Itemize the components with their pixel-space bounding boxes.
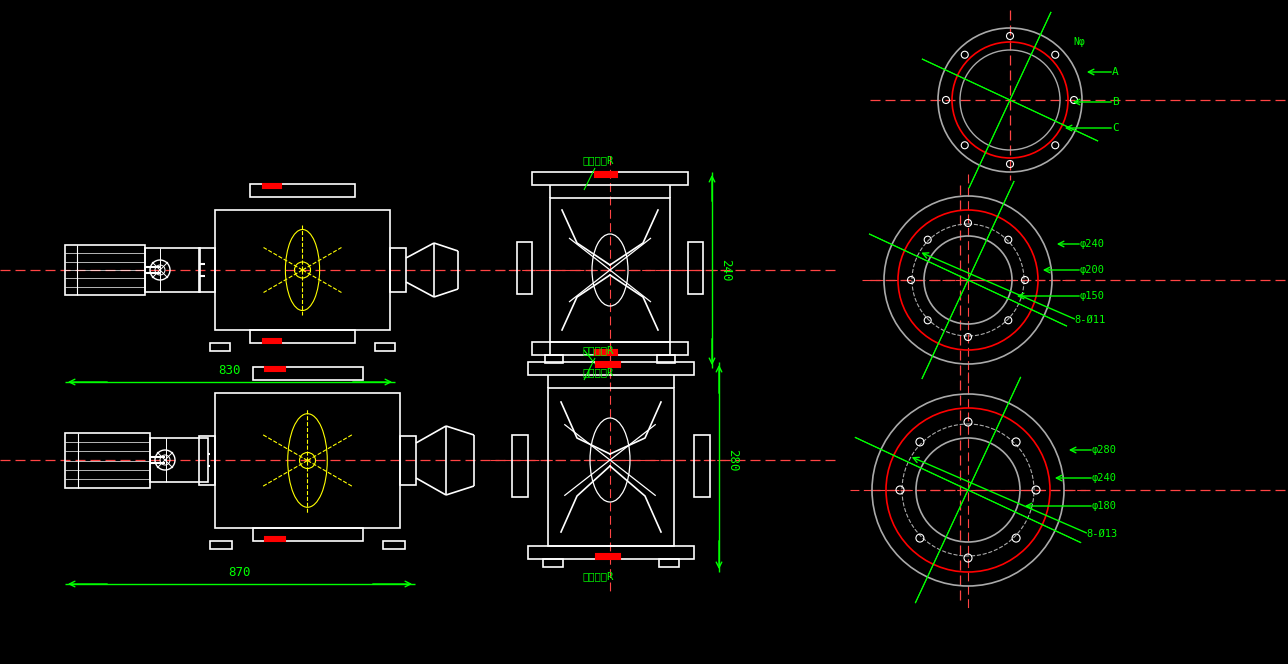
- Bar: [596, 362, 620, 367]
- Bar: [528, 546, 694, 559]
- Text: 870: 870: [229, 566, 251, 578]
- Bar: [401, 436, 416, 485]
- Bar: [146, 248, 200, 292]
- Bar: [532, 342, 688, 355]
- Bar: [659, 559, 679, 567]
- Bar: [547, 388, 674, 546]
- Bar: [215, 210, 390, 330]
- Text: B: B: [1112, 97, 1119, 107]
- Bar: [252, 528, 363, 541]
- Bar: [263, 184, 281, 188]
- Text: 筒体半径R: 筒体半径R: [582, 367, 613, 377]
- Bar: [390, 248, 406, 292]
- Text: 8-Ø13: 8-Ø13: [1086, 529, 1117, 539]
- Bar: [545, 355, 563, 363]
- Bar: [513, 435, 528, 497]
- Bar: [595, 350, 617, 355]
- Bar: [532, 172, 688, 185]
- Bar: [250, 330, 355, 343]
- Text: φ150: φ150: [1081, 291, 1105, 301]
- Text: φ240: φ240: [1081, 239, 1105, 249]
- Bar: [210, 343, 231, 351]
- Bar: [657, 355, 675, 363]
- Bar: [694, 435, 710, 497]
- Text: 筒体半径R: 筒体半径R: [582, 345, 613, 355]
- Bar: [200, 248, 215, 292]
- Bar: [64, 433, 149, 488]
- Bar: [263, 339, 281, 343]
- Bar: [595, 172, 617, 177]
- Text: Nφ: Nφ: [1073, 37, 1084, 47]
- Text: 8-Ø11: 8-Ø11: [1074, 315, 1105, 325]
- Bar: [200, 436, 215, 485]
- Text: 筒体半径R: 筒体半径R: [582, 571, 613, 581]
- Bar: [550, 198, 670, 342]
- Bar: [64, 245, 146, 295]
- Bar: [383, 541, 404, 549]
- Bar: [544, 559, 563, 567]
- Bar: [596, 554, 620, 559]
- Bar: [252, 367, 363, 380]
- Text: 280: 280: [726, 449, 739, 471]
- Bar: [688, 242, 703, 294]
- Text: C: C: [1112, 123, 1119, 133]
- Bar: [215, 393, 401, 528]
- Bar: [210, 541, 232, 549]
- Text: φ280: φ280: [1092, 445, 1117, 455]
- Bar: [265, 537, 285, 541]
- Text: 240: 240: [720, 259, 733, 282]
- Bar: [516, 242, 532, 294]
- Text: φ200: φ200: [1081, 265, 1105, 275]
- Bar: [265, 367, 285, 371]
- Text: φ240: φ240: [1092, 473, 1117, 483]
- Bar: [528, 362, 694, 375]
- Bar: [149, 438, 207, 482]
- Bar: [375, 343, 395, 351]
- Text: φ180: φ180: [1092, 501, 1117, 511]
- Text: 830: 830: [219, 363, 241, 376]
- Bar: [250, 184, 355, 197]
- Text: 筒体半径R: 筒体半径R: [582, 155, 613, 165]
- Text: A: A: [1112, 67, 1119, 77]
